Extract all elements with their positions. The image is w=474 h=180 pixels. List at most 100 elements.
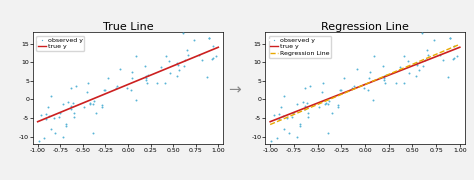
Point: [382, 82, 389, 85]
Point: [275, 117, 283, 120]
Point: [67, 104, 75, 107]
Point: [37, 114, 45, 117]
Point: [72, 84, 80, 87]
Point: [296, 123, 303, 126]
Point: [279, 114, 286, 117]
Point: [413, 62, 420, 64]
Point: [275, 112, 283, 115]
Point: [366, 71, 374, 73]
Point: [133, 55, 140, 58]
Point: [350, 84, 357, 87]
Point: [364, 89, 372, 91]
Point: [141, 64, 148, 67]
Point: [100, 88, 108, 91]
Point: [99, 104, 106, 107]
Point: [101, 88, 109, 91]
Point: [424, 54, 432, 57]
Point: [42, 117, 50, 120]
Point: [128, 76, 136, 79]
Point: [46, 114, 53, 117]
Point: [318, 90, 326, 93]
Point: [319, 81, 327, 84]
Point: [59, 102, 67, 105]
Point: [70, 116, 78, 119]
Point: [190, 38, 198, 41]
Point: [154, 81, 161, 84]
Point: [413, 64, 421, 66]
Point: [144, 82, 151, 85]
Point: [454, 54, 461, 57]
Point: [157, 66, 165, 68]
Point: [87, 101, 94, 104]
Point: [450, 57, 458, 59]
Point: [198, 58, 206, 61]
Point: [208, 58, 216, 60]
Point: [116, 67, 124, 70]
Point: [179, 32, 186, 35]
Point: [59, 136, 67, 139]
Point: [174, 64, 182, 66]
Point: [145, 73, 152, 76]
Point: [40, 136, 48, 139]
Point: [206, 37, 213, 40]
Point: [203, 75, 211, 78]
Point: [283, 116, 291, 119]
Point: [277, 105, 285, 108]
Point: [405, 72, 413, 75]
Point: [42, 112, 50, 115]
Point: [285, 132, 292, 135]
Point: [176, 69, 183, 71]
Point: [205, 37, 213, 40]
Point: [35, 140, 43, 143]
Point: [401, 82, 408, 84]
Point: [321, 102, 329, 105]
Point: [56, 111, 64, 114]
Title: True Line: True Line: [103, 22, 153, 32]
Point: [67, 107, 74, 110]
Point: [67, 86, 74, 89]
Point: [267, 140, 275, 143]
Point: [307, 84, 314, 87]
Point: [392, 81, 400, 84]
Point: [421, 59, 428, 62]
Point: [184, 54, 192, 57]
Point: [301, 107, 309, 110]
Point: [370, 55, 378, 58]
Legend: observed y, true y, Regression Line: observed y, true y, Regression Line: [269, 35, 331, 58]
Point: [324, 132, 332, 135]
Point: [293, 102, 301, 105]
Point: [70, 112, 77, 115]
Point: [445, 75, 452, 78]
Point: [303, 102, 311, 105]
Point: [162, 55, 169, 57]
Point: [301, 104, 309, 107]
Point: [166, 72, 173, 75]
Point: [273, 136, 281, 139]
Point: [112, 87, 119, 90]
Point: [212, 54, 219, 57]
Point: [316, 105, 323, 108]
Point: [52, 132, 59, 135]
Point: [380, 78, 387, 81]
Point: [413, 75, 420, 78]
Point: [92, 111, 100, 114]
Point: [50, 116, 57, 119]
Point: [405, 60, 412, 63]
Point: [83, 90, 91, 93]
Point: [81, 105, 88, 108]
Point: [281, 94, 288, 97]
Point: [173, 75, 181, 78]
Point: [441, 20, 449, 22]
Point: [322, 101, 329, 104]
Point: [348, 87, 356, 90]
Point: [64, 101, 72, 104]
Point: [90, 99, 98, 102]
Point: [281, 128, 288, 130]
Point: [45, 105, 52, 108]
Point: [69, 102, 77, 105]
Point: [299, 101, 306, 104]
Point: [162, 82, 169, 84]
Point: [353, 67, 360, 70]
Point: [304, 112, 311, 115]
Point: [142, 78, 150, 81]
